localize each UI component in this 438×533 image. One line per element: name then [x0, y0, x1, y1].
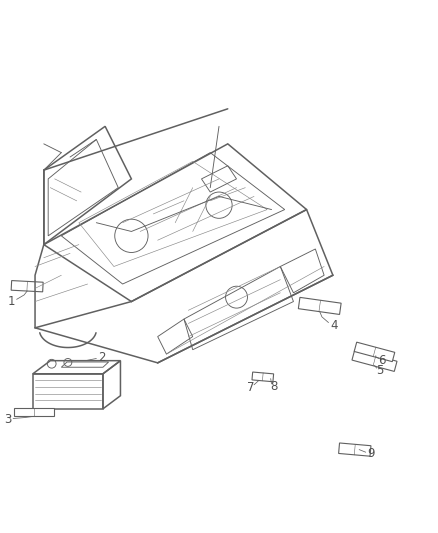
- Polygon shape: [11, 280, 43, 292]
- Text: 6: 6: [378, 354, 386, 367]
- Polygon shape: [354, 342, 395, 362]
- Polygon shape: [339, 443, 371, 456]
- Text: 1: 1: [7, 295, 15, 308]
- Text: 8: 8: [270, 381, 277, 393]
- Polygon shape: [14, 408, 54, 416]
- Text: 2: 2: [98, 351, 106, 364]
- Text: 7: 7: [247, 381, 254, 394]
- Polygon shape: [298, 297, 341, 314]
- Polygon shape: [352, 350, 397, 372]
- Text: 3: 3: [4, 413, 11, 426]
- Text: 9: 9: [367, 448, 375, 461]
- Polygon shape: [252, 372, 274, 382]
- Text: 5: 5: [377, 364, 384, 377]
- Text: 4: 4: [330, 319, 338, 332]
